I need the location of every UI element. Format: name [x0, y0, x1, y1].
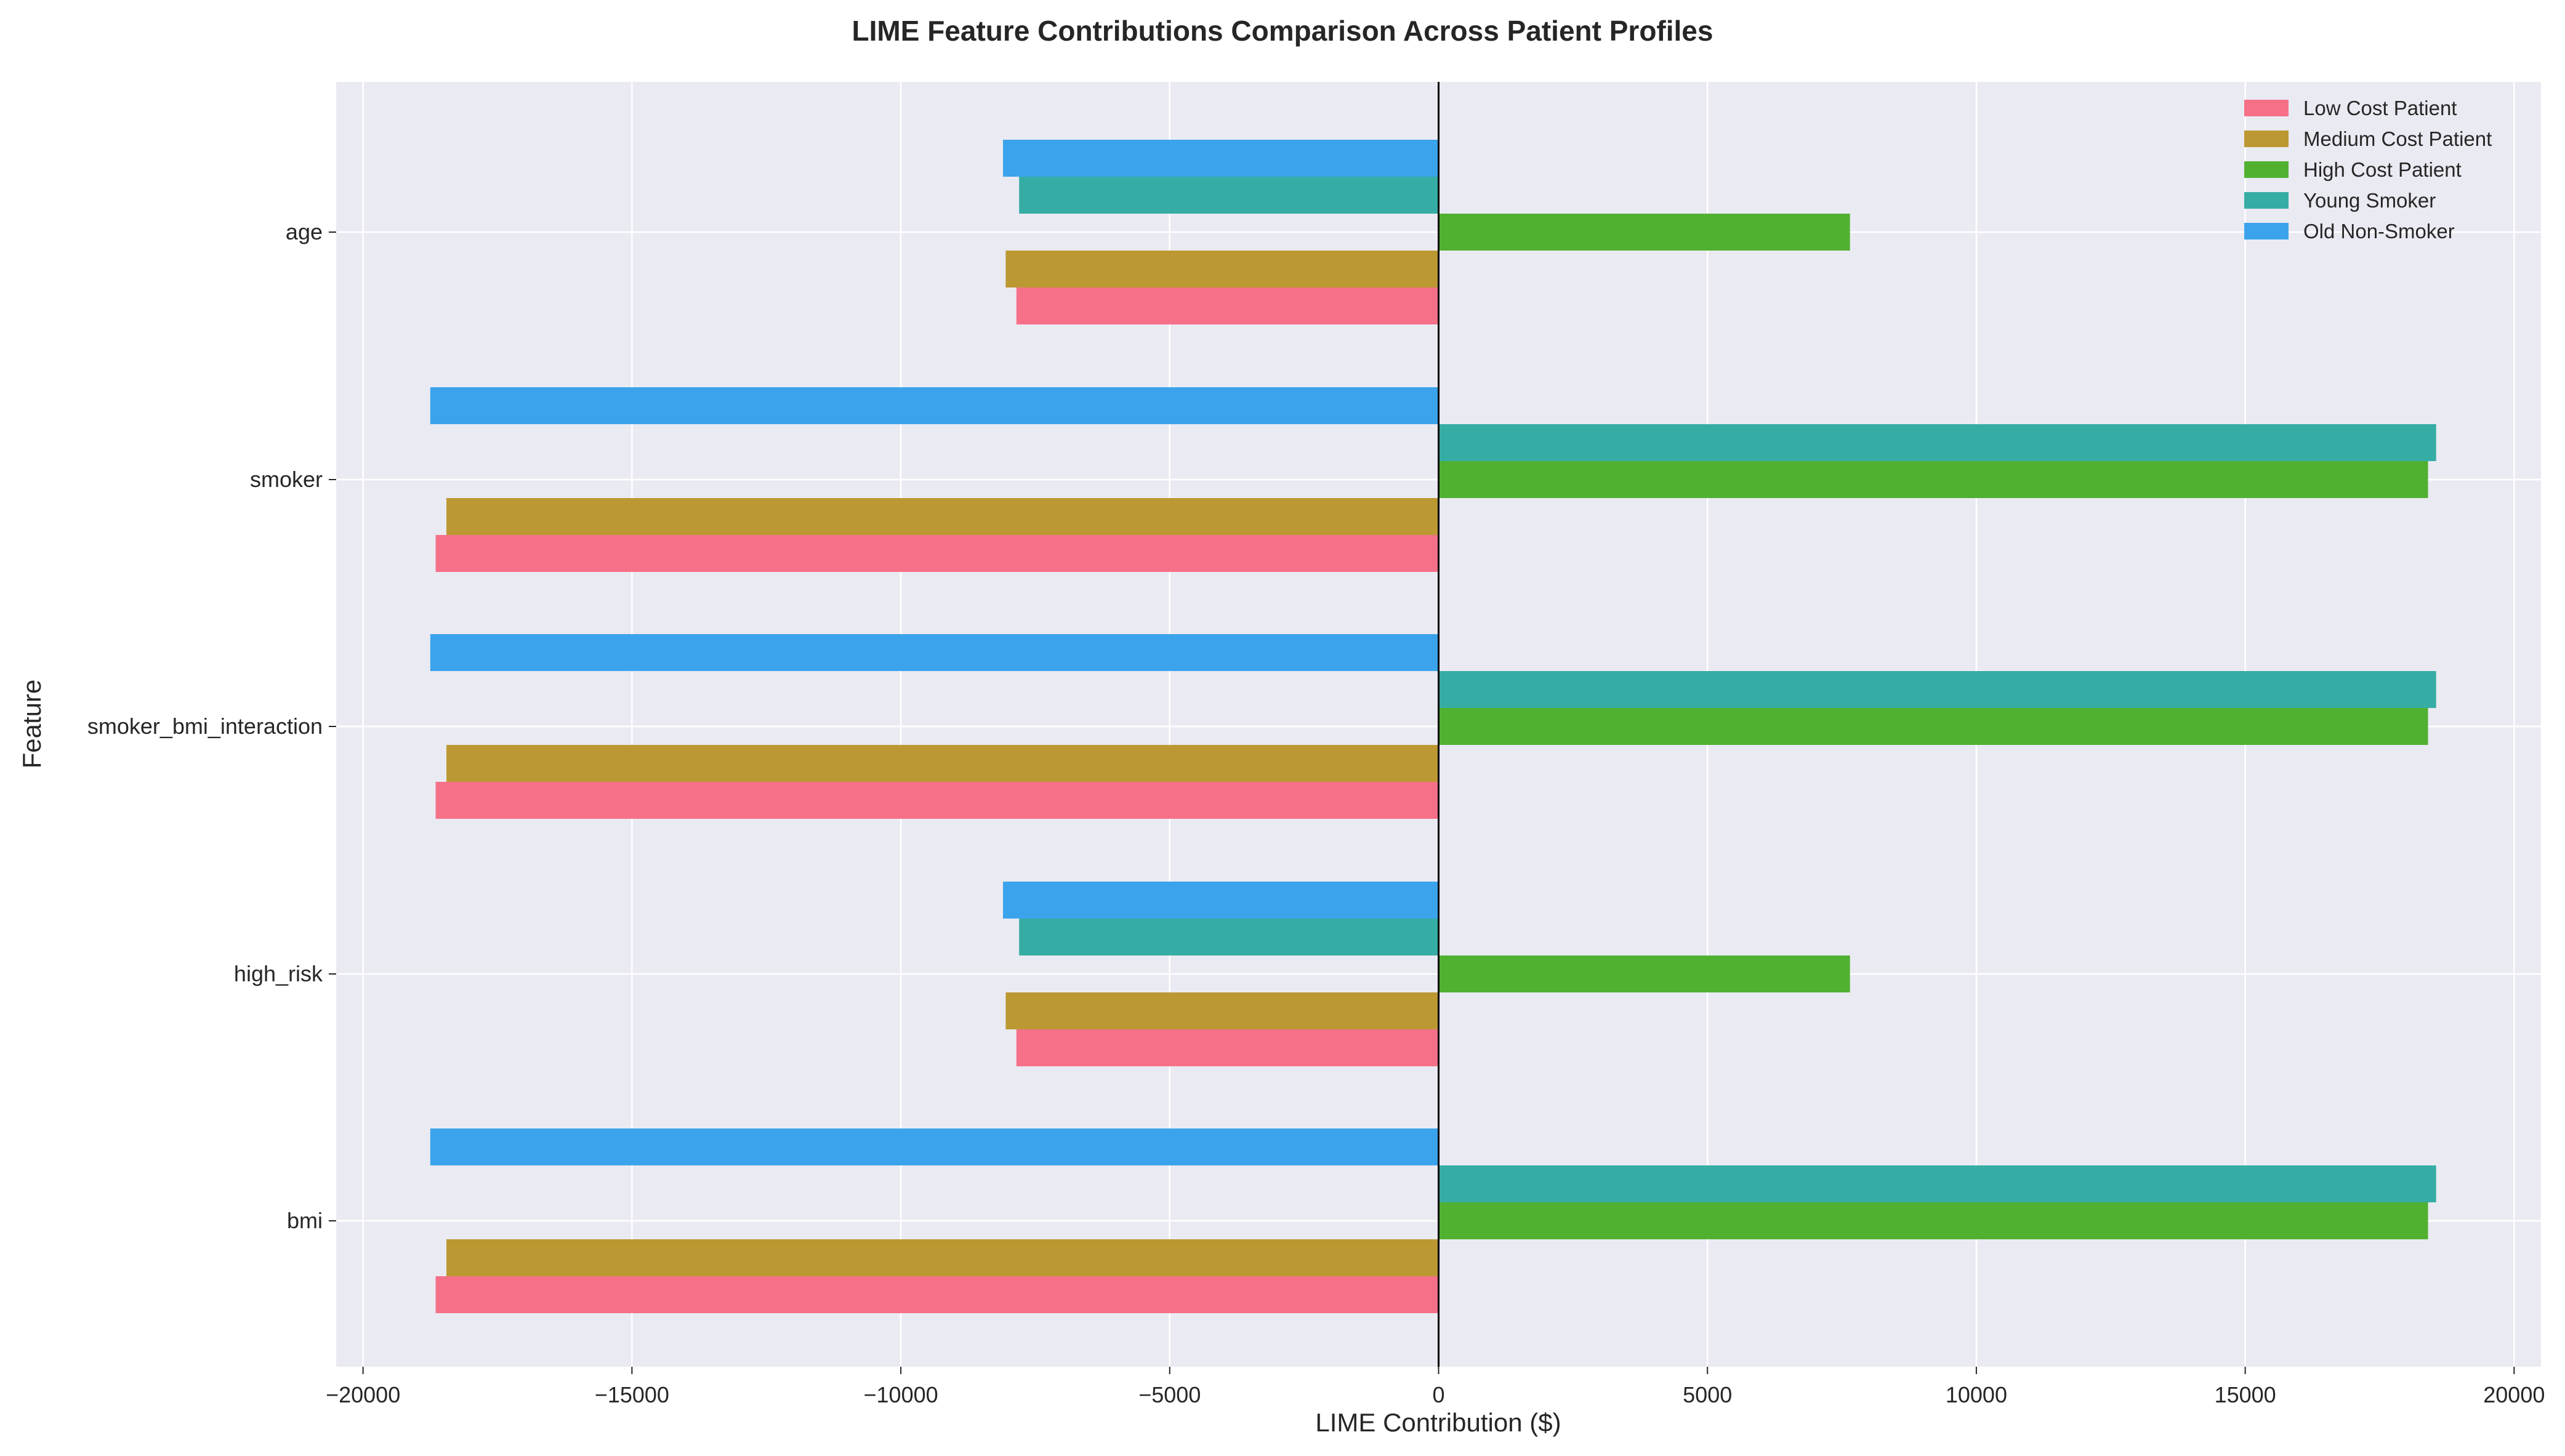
legend-swatch — [2244, 161, 2289, 178]
legend-entry: Medium Cost Patient — [2303, 127, 2492, 150]
legend-entry: High Cost Patient — [2303, 158, 2462, 181]
bar — [435, 1276, 1439, 1313]
bar — [1003, 140, 1439, 177]
x-tick-label: 5000 — [1683, 1382, 1732, 1407]
bar — [435, 782, 1439, 819]
y-axis-ticks: age smoker smoker_bmi_interaction high_risk… — [87, 219, 336, 1233]
bars — [430, 140, 2436, 1313]
bar — [1016, 288, 1439, 324]
x-axis-ticks: −20000 −15000 −10000 −5000 0 5000 10000 15000 20… — [326, 1367, 2545, 1407]
legend-swatch — [2244, 192, 2289, 209]
x-tick-label: 15000 — [2215, 1382, 2276, 1407]
legend-entry: Young Smoker — [2303, 189, 2436, 212]
x-tick-label: 10000 — [1946, 1382, 2007, 1407]
bar — [430, 1128, 1439, 1165]
legend-swatch — [2244, 100, 2289, 116]
x-tick-label: −5000 — [1138, 1382, 1201, 1407]
y-axis-label: Feature — [17, 680, 46, 769]
bar — [1005, 251, 1439, 288]
y-tick-label: high_risk — [234, 961, 323, 986]
bar — [1438, 1202, 2428, 1239]
bar — [446, 1239, 1439, 1276]
x-tick-label: −10000 — [864, 1382, 938, 1407]
bar — [1438, 214, 1850, 251]
bar — [446, 745, 1439, 782]
legend-swatch — [2244, 131, 2289, 147]
bar — [1438, 955, 1850, 992]
bar — [1438, 671, 2436, 708]
bar — [430, 634, 1439, 671]
bar — [1438, 461, 2428, 498]
legend-swatch — [2244, 223, 2289, 239]
chart-title: LIME Feature Contributions Comparison Ac… — [852, 15, 1713, 47]
legend: Low Cost Patient Medium Cost Patient High … — [2244, 97, 2492, 243]
y-tick-label: smoker — [250, 467, 323, 492]
legend-entry: Old Non-Smoker — [2303, 220, 2455, 243]
x-tick-label: −15000 — [595, 1382, 669, 1407]
bar — [1005, 992, 1439, 1029]
bar — [1438, 1165, 2436, 1202]
bar — [1019, 177, 1439, 214]
bar — [1003, 882, 1439, 919]
y-tick-label: bmi — [287, 1208, 323, 1233]
bar — [1019, 919, 1439, 955]
bar — [446, 498, 1439, 535]
y-tick-label: age — [286, 219, 323, 244]
bar — [1438, 708, 2428, 745]
x-tick-label: −20000 — [326, 1382, 400, 1407]
x-tick-label: 20000 — [2483, 1382, 2545, 1407]
x-axis-label: LIME Contribution ($) — [1315, 1408, 1561, 1437]
y-tick-label: smoker_bmi_interaction — [87, 714, 323, 739]
legend-entry: Low Cost Patient — [2303, 97, 2457, 119]
bar — [1016, 1029, 1439, 1066]
x-tick-label: 0 — [1432, 1382, 1444, 1407]
bar — [1438, 424, 2436, 461]
bar — [430, 387, 1439, 424]
bar — [435, 535, 1439, 572]
